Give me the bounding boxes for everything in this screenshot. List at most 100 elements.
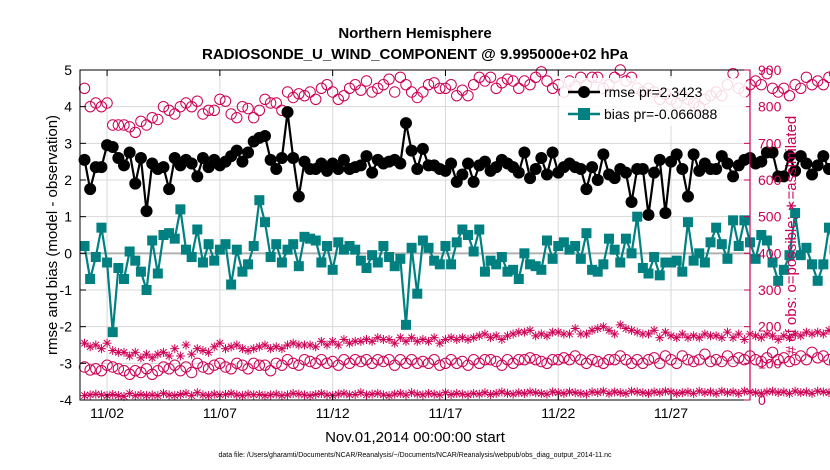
obs-possible-marker <box>202 104 215 117</box>
rmse-marker <box>574 163 587 175</box>
bias-marker <box>463 230 474 240</box>
rmse-marker <box>185 157 198 170</box>
obs-assimilated-marker <box>694 333 704 343</box>
obs-possible-marker <box>439 82 452 95</box>
star-stroke <box>97 345 105 353</box>
rmse-marker <box>478 155 491 168</box>
obs-assimilated-marker <box>717 386 727 396</box>
obs-assimilated-marker <box>125 351 135 361</box>
obs-assimilated-marker <box>226 388 236 398</box>
rmse-marker <box>411 163 424 175</box>
bias-marker <box>773 275 784 286</box>
obs-possible-marker <box>795 350 807 362</box>
star-stroke <box>718 334 726 342</box>
star-stroke <box>267 391 275 399</box>
obs-possible-marker <box>727 355 739 368</box>
star-stroke <box>80 392 89 400</box>
obs-possible-marker <box>614 350 626 362</box>
bias-marker <box>784 250 795 261</box>
star-stroke <box>205 348 213 356</box>
star-stroke <box>391 339 399 347</box>
star-stroke <box>543 332 551 340</box>
star-stroke <box>408 334 416 342</box>
bias-marker <box>705 237 716 248</box>
x-tick-label: 11/07 <box>203 405 237 421</box>
bias-marker <box>389 261 400 272</box>
star-stroke <box>238 345 246 353</box>
obs-possible-marker <box>236 100 249 113</box>
obs-possible-marker <box>152 113 164 126</box>
obs-possible-marker <box>191 357 204 370</box>
star-stroke <box>498 335 506 344</box>
obs-possible-marker <box>214 93 226 106</box>
obs-possible-marker <box>180 97 192 109</box>
star-stroke <box>379 335 387 344</box>
star-stroke <box>92 341 100 349</box>
bias-marker <box>502 266 513 277</box>
obs-possible-marker <box>355 84 367 96</box>
star-stroke <box>408 389 416 397</box>
star-stroke <box>278 392 286 400</box>
star-stroke <box>188 392 196 400</box>
bias-marker <box>367 250 378 261</box>
rmse-marker <box>625 196 638 208</box>
obs-assimilated-marker <box>818 329 828 339</box>
obs-possible-marker <box>118 119 130 131</box>
star-stroke <box>199 346 207 355</box>
obs-assimilated-marker <box>610 329 620 339</box>
star-stroke <box>780 388 788 396</box>
obs-assimilated-marker <box>694 386 704 396</box>
obs-assimilated-marker <box>339 335 349 344</box>
obs-possible-marker <box>236 359 249 371</box>
star-stroke <box>193 345 201 353</box>
star-stroke <box>142 392 151 400</box>
star-stroke <box>481 330 489 338</box>
obs-possible-marker <box>541 357 553 370</box>
obs-possible-marker <box>298 89 311 102</box>
rmse-marker <box>608 172 621 185</box>
star-stroke <box>757 389 765 397</box>
obs-possible-marker <box>586 353 598 366</box>
obs-assimilated-marker <box>91 340 101 350</box>
star-stroke <box>131 392 139 400</box>
bias-marker <box>525 259 536 270</box>
x-tick-label: 11/22 <box>541 405 575 421</box>
star-stroke <box>142 350 151 358</box>
obs-assimilated-marker <box>627 386 637 396</box>
obs-assimilated-marker <box>221 390 231 399</box>
obs-possible-marker <box>501 73 514 85</box>
obs-assimilated-marker <box>790 386 800 396</box>
obs-assimilated-marker <box>519 388 529 398</box>
bias-marker <box>790 208 801 218</box>
obs-possible-marker <box>456 355 469 368</box>
rmse-marker <box>687 148 700 161</box>
obs-assimilated-marker <box>683 387 693 397</box>
star-stroke <box>797 389 805 397</box>
star-stroke <box>690 332 698 340</box>
obs-assimilated-marker <box>108 390 118 399</box>
rmse-marker <box>337 153 350 166</box>
star-stroke <box>312 390 320 399</box>
rmse-marker <box>540 168 553 181</box>
obs-possible-marker <box>242 102 254 115</box>
obs-assimilated-marker <box>452 388 462 398</box>
bias-marker <box>197 257 208 268</box>
bias-marker <box>513 274 524 284</box>
bias-marker <box>400 319 411 330</box>
obs-assimilated-marker <box>649 325 659 335</box>
bias-marker <box>243 259 254 270</box>
bias-marker <box>440 241 451 251</box>
obs-assimilated-marker <box>728 333 738 343</box>
bias-marker <box>79 241 90 251</box>
obs-assimilated-marker <box>119 391 129 401</box>
obs-assimilated-marker <box>824 325 830 335</box>
rmse-marker <box>123 146 136 159</box>
star-stroke <box>283 391 292 399</box>
bias-marker <box>474 224 485 235</box>
bias-marker <box>519 248 530 259</box>
obs-assimilated-marker <box>395 333 405 343</box>
obs-assimilated-marker <box>333 340 343 350</box>
obs-possible-marker <box>642 353 655 366</box>
rmse-marker <box>456 168 469 181</box>
obs-possible-marker <box>287 91 299 104</box>
